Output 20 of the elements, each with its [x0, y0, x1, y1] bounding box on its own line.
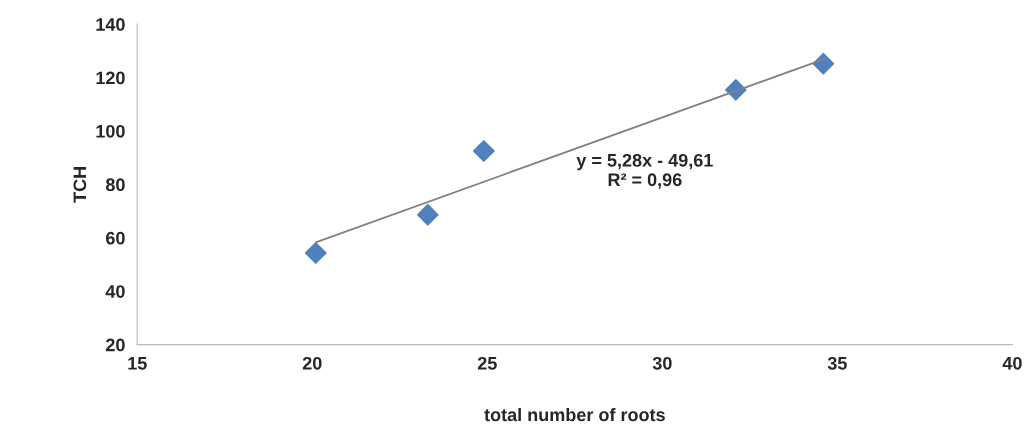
y-tick-label: 80 [105, 178, 125, 192]
x-tick-label: 25 [477, 356, 497, 370]
x-tick-label: 40 [1002, 356, 1022, 370]
x-axis-title: total number of roots [484, 407, 665, 422]
y-tick-label: 100 [96, 124, 125, 138]
point [812, 52, 835, 75]
x-tick-label: 30 [652, 356, 672, 370]
y-axis-title: TCH [73, 167, 87, 203]
x-tick-label: 20 [302, 356, 322, 370]
y-tick-label: 40 [105, 285, 125, 298]
point [416, 203, 439, 226]
y-tick-label: 140 [96, 18, 125, 31]
y-tick-label: 60 [106, 231, 125, 245]
annotation: y = 5,28x - 49,61 R² = 0,96 [576, 153, 713, 189]
y-tick-label: 120 [96, 71, 125, 85]
point [304, 242, 327, 264]
point [472, 140, 495, 162]
x-tick-label: 15 [128, 357, 147, 370]
y-tick-label: 20 [106, 338, 125, 352]
x-tick-label: 35 [827, 356, 847, 370]
